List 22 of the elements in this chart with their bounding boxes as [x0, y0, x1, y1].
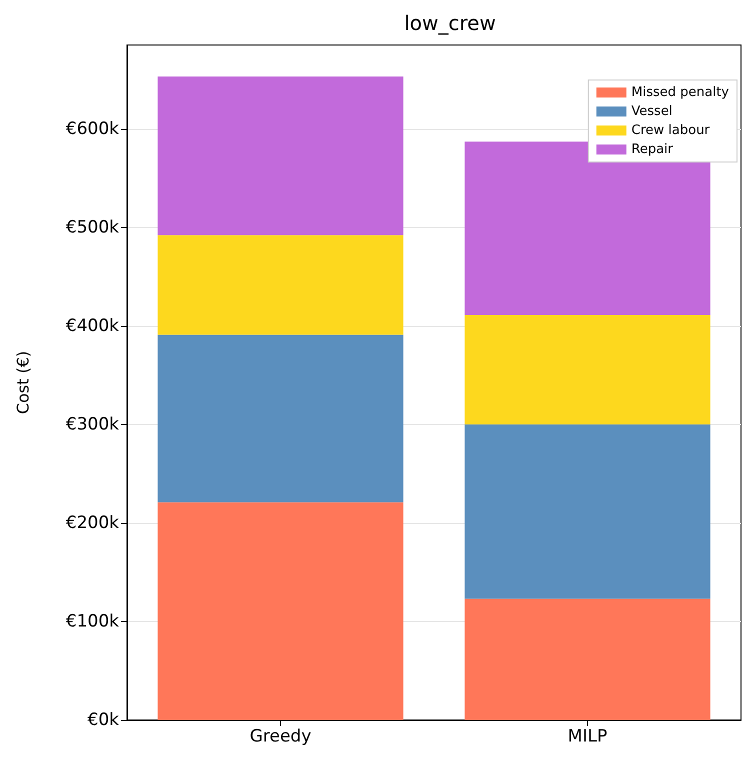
legend-label: Vessel [631, 104, 672, 119]
x-tick-label: MILP [568, 726, 608, 746]
bar [464, 598, 710, 720]
y-tick-label: €100k [66, 611, 120, 632]
legend-label: Crew labour [631, 123, 710, 138]
y-axis-title: Cost (€) [14, 350, 32, 414]
bar [464, 315, 710, 424]
bar [464, 424, 710, 599]
legend-label: Missed penalty [631, 85, 730, 100]
y-tick-label: €0k [88, 710, 120, 730]
x-tick-label: Greedy [250, 726, 312, 746]
chart-title: low_crew [404, 11, 496, 35]
y-tick-label: €300k [66, 414, 120, 434]
bar [158, 235, 404, 335]
y-tick-label: €200k [66, 512, 120, 533]
y-tick-label: €600k [66, 118, 120, 139]
bar [158, 76, 404, 236]
legend-label: Repair [631, 142, 674, 157]
bar [158, 502, 404, 720]
bar [158, 334, 404, 502]
y-tick-label: €400k [66, 316, 120, 336]
y-tick-label: €500k [66, 217, 120, 238]
